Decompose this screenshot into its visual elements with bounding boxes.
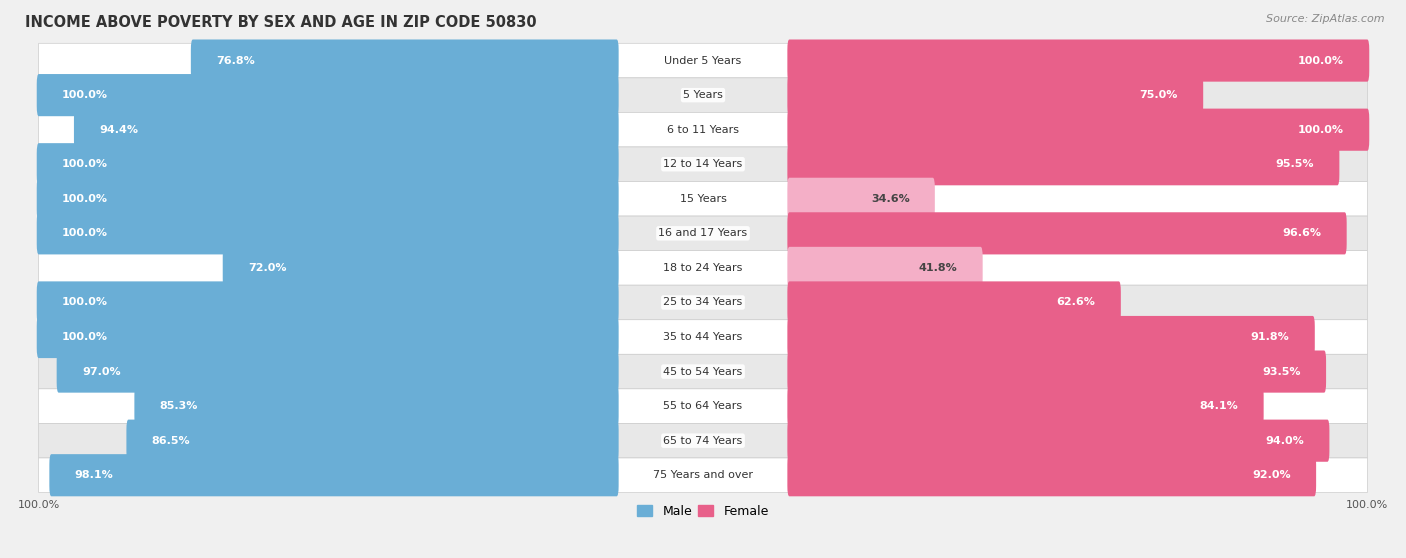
Text: 100.0%: 100.0% <box>1346 500 1388 510</box>
Text: 86.5%: 86.5% <box>152 436 190 446</box>
FancyBboxPatch shape <box>38 458 1368 493</box>
FancyBboxPatch shape <box>787 316 1315 358</box>
Text: 100.0%: 100.0% <box>1298 56 1344 66</box>
FancyBboxPatch shape <box>787 350 1326 393</box>
Text: 75.0%: 75.0% <box>1140 90 1178 100</box>
Text: 72.0%: 72.0% <box>247 263 287 273</box>
Text: 41.8%: 41.8% <box>918 263 957 273</box>
FancyBboxPatch shape <box>787 109 1369 151</box>
Text: 100.0%: 100.0% <box>1298 124 1344 134</box>
Text: 95.5%: 95.5% <box>1275 159 1315 169</box>
Text: 100.0%: 100.0% <box>62 332 108 342</box>
Text: 12 to 14 Years: 12 to 14 Years <box>664 159 742 169</box>
FancyBboxPatch shape <box>787 74 1204 116</box>
Text: 100.0%: 100.0% <box>62 194 108 204</box>
Text: 55 to 64 Years: 55 to 64 Years <box>664 401 742 411</box>
FancyBboxPatch shape <box>787 212 1347 254</box>
Text: 97.0%: 97.0% <box>82 367 121 377</box>
Text: 5 Years: 5 Years <box>683 90 723 100</box>
Text: 35 to 44 Years: 35 to 44 Years <box>664 332 742 342</box>
FancyBboxPatch shape <box>787 454 1316 496</box>
FancyBboxPatch shape <box>75 109 619 151</box>
Text: 92.0%: 92.0% <box>1253 470 1291 480</box>
FancyBboxPatch shape <box>38 424 1368 458</box>
Text: 85.3%: 85.3% <box>160 401 198 411</box>
Text: 100.0%: 100.0% <box>62 228 108 238</box>
FancyBboxPatch shape <box>127 420 619 462</box>
FancyBboxPatch shape <box>37 212 619 254</box>
Text: 100.0%: 100.0% <box>62 297 108 307</box>
Text: 98.1%: 98.1% <box>75 470 114 480</box>
Text: 18 to 24 Years: 18 to 24 Years <box>664 263 742 273</box>
FancyBboxPatch shape <box>38 285 1368 320</box>
FancyBboxPatch shape <box>38 216 1368 251</box>
FancyBboxPatch shape <box>222 247 619 289</box>
FancyBboxPatch shape <box>38 147 1368 181</box>
FancyBboxPatch shape <box>37 177 619 220</box>
Text: 75 Years and over: 75 Years and over <box>652 470 754 480</box>
FancyBboxPatch shape <box>37 281 619 324</box>
Text: 94.4%: 94.4% <box>100 124 138 134</box>
FancyBboxPatch shape <box>787 385 1264 427</box>
FancyBboxPatch shape <box>135 385 619 427</box>
FancyBboxPatch shape <box>37 74 619 116</box>
FancyBboxPatch shape <box>38 181 1368 216</box>
Legend: Male, Female: Male, Female <box>633 499 773 523</box>
Text: 96.6%: 96.6% <box>1282 228 1322 238</box>
FancyBboxPatch shape <box>787 420 1330 462</box>
FancyBboxPatch shape <box>38 389 1368 424</box>
FancyBboxPatch shape <box>49 454 619 496</box>
FancyBboxPatch shape <box>38 251 1368 285</box>
Text: 62.6%: 62.6% <box>1057 297 1095 307</box>
Text: 65 to 74 Years: 65 to 74 Years <box>664 436 742 446</box>
Text: 16 and 17 Years: 16 and 17 Years <box>658 228 748 238</box>
Text: 94.0%: 94.0% <box>1265 436 1305 446</box>
FancyBboxPatch shape <box>787 40 1369 81</box>
FancyBboxPatch shape <box>787 247 983 289</box>
Text: INCOME ABOVE POVERTY BY SEX AND AGE IN ZIP CODE 50830: INCOME ABOVE POVERTY BY SEX AND AGE IN Z… <box>25 15 537 30</box>
FancyBboxPatch shape <box>191 40 619 81</box>
Text: 84.1%: 84.1% <box>1199 401 1239 411</box>
FancyBboxPatch shape <box>787 143 1340 185</box>
Text: 6 to 11 Years: 6 to 11 Years <box>666 124 740 134</box>
FancyBboxPatch shape <box>787 281 1121 324</box>
Text: Under 5 Years: Under 5 Years <box>665 56 741 66</box>
FancyBboxPatch shape <box>787 177 935 220</box>
Text: 34.6%: 34.6% <box>870 194 910 204</box>
Text: 100.0%: 100.0% <box>62 159 108 169</box>
FancyBboxPatch shape <box>56 350 619 393</box>
Text: 76.8%: 76.8% <box>217 56 254 66</box>
FancyBboxPatch shape <box>38 112 1368 147</box>
Text: 93.5%: 93.5% <box>1263 367 1301 377</box>
FancyBboxPatch shape <box>38 44 1368 78</box>
Text: 25 to 34 Years: 25 to 34 Years <box>664 297 742 307</box>
FancyBboxPatch shape <box>37 316 619 358</box>
Text: Source: ZipAtlas.com: Source: ZipAtlas.com <box>1267 14 1385 24</box>
FancyBboxPatch shape <box>38 320 1368 354</box>
FancyBboxPatch shape <box>37 143 619 185</box>
Text: 45 to 54 Years: 45 to 54 Years <box>664 367 742 377</box>
Text: 15 Years: 15 Years <box>679 194 727 204</box>
FancyBboxPatch shape <box>38 354 1368 389</box>
Text: 91.8%: 91.8% <box>1251 332 1289 342</box>
FancyBboxPatch shape <box>38 78 1368 112</box>
Text: 100.0%: 100.0% <box>62 90 108 100</box>
Text: 100.0%: 100.0% <box>18 500 60 510</box>
